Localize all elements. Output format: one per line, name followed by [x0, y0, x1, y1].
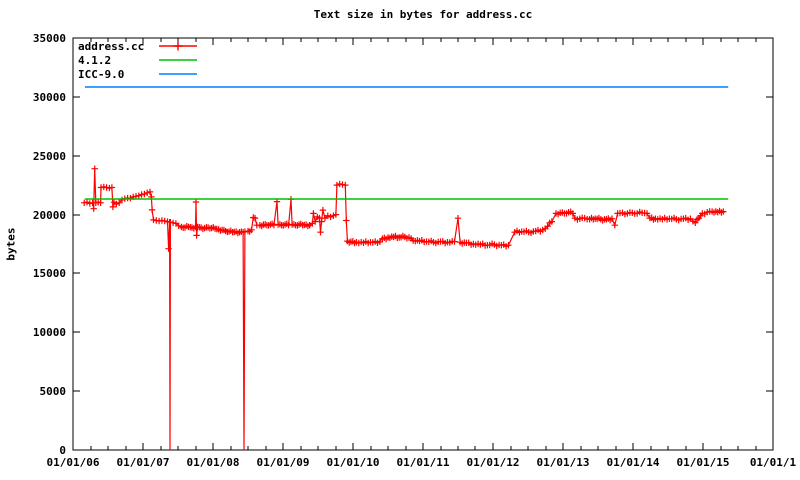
x-tick-label: 01/01/06	[47, 456, 100, 469]
y-tick-label: 5000	[40, 385, 67, 398]
y-tick-label: 25000	[33, 150, 66, 163]
y-tick-label: 30000	[33, 91, 66, 104]
plot-border	[72, 37, 774, 451]
y-tick-label: 15000	[33, 267, 66, 280]
legend-label-icc-9-0: ICC-9.0	[78, 68, 125, 81]
legend-label-address-cc: address.cc	[78, 40, 145, 53]
axes: 01/01/06 01/01/07 01/01/08 01/01/09 01/01/10…	[33, 32, 797, 469]
x-tick-label: 01/01/09	[257, 456, 310, 469]
x-tick-label: 01/01/13	[537, 456, 590, 469]
x-tick-label: 01/01/08	[187, 456, 240, 469]
x-ticks: 01/01/06 01/01/07 01/01/08 01/01/09 01/01/10…	[47, 38, 797, 469]
legend-sample-plus-marker	[173, 41, 183, 51]
y-tick-label: 35000	[33, 32, 66, 45]
y-tick-label: 0	[59, 444, 66, 457]
x-tick-label: 01/01/1	[750, 456, 797, 469]
legend-samples	[159, 41, 197, 75]
x-tick-label: 01/01/14	[607, 456, 660, 469]
x-tick-label: 01/01/11	[397, 456, 450, 469]
legend-label-4-1-2: 4.1.2	[78, 54, 112, 67]
x-tick-label: 01/01/12	[467, 456, 520, 469]
y-axis-label: bytes	[4, 227, 18, 261]
x-tick-label: 01/01/15	[677, 456, 730, 469]
x-tick-label: 01/01/07	[117, 456, 170, 469]
y-ticks: 0 5000 10000 15000 20000 25000 30000 35000	[33, 32, 773, 457]
y-tick-label: 10000	[33, 326, 66, 339]
x-tick-label: 01/01/10	[327, 456, 380, 469]
chart-title: Text size in bytes for address.cc	[313, 8, 533, 21]
y-tick-label: 20000	[33, 209, 66, 222]
series-address-cc	[81, 165, 727, 451]
series-markers	[81, 165, 727, 252]
